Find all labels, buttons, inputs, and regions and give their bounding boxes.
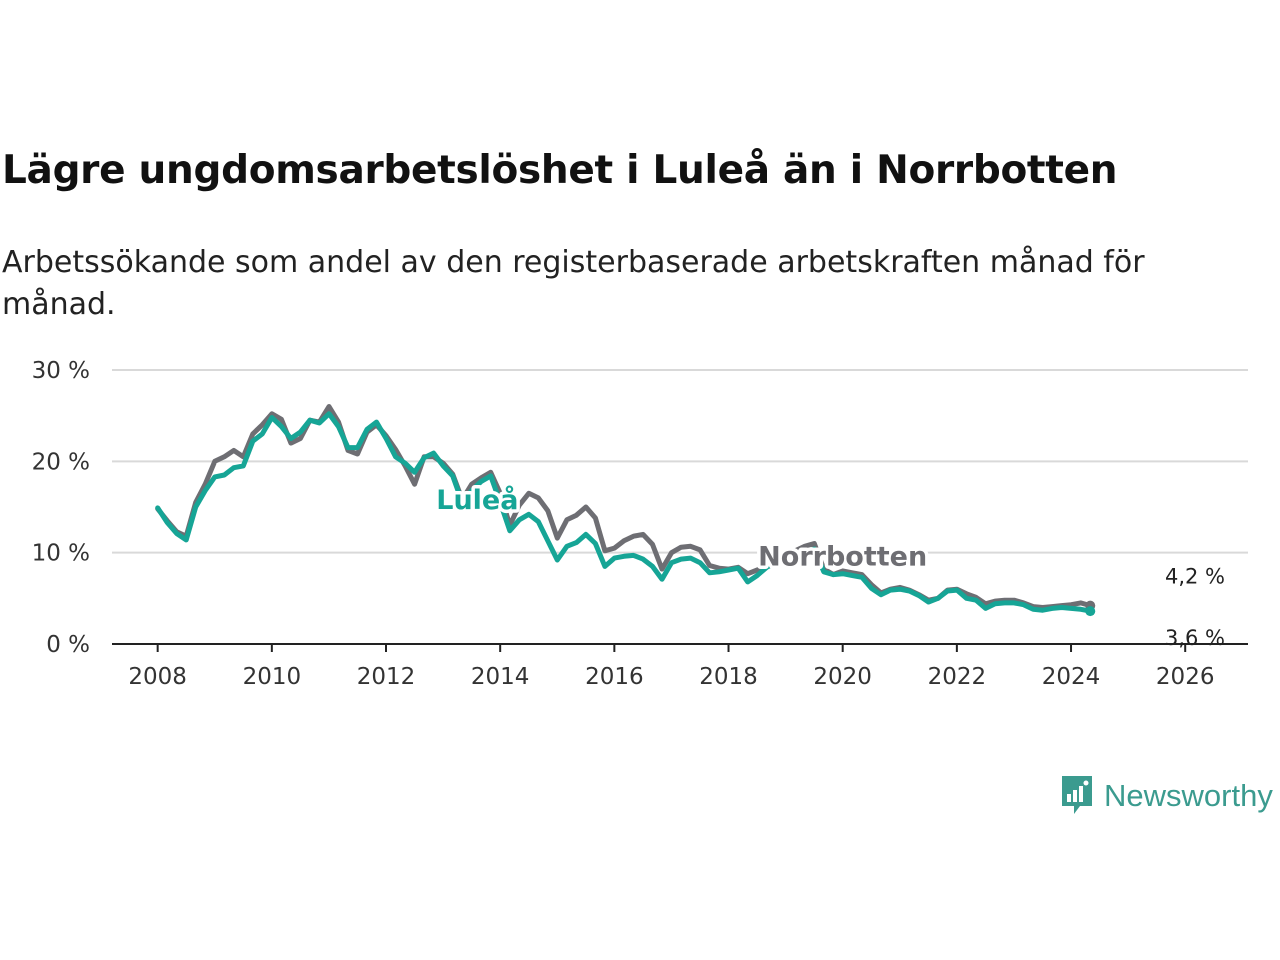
line-chart: 0 % 10 % 20 % 30 % 2008 2010 2012 2014 2016 2018… bbox=[32, 358, 1248, 690]
x-tick-label: 2020 bbox=[813, 664, 872, 690]
x-tick-label: 2012 bbox=[357, 664, 416, 690]
gridlines bbox=[112, 369, 1248, 554]
x-tick-label: 2008 bbox=[128, 664, 187, 690]
series-end-label-0: 4,2 % bbox=[1165, 565, 1225, 589]
y-axis-ticks: 0 % 10 % 20 % 30 % bbox=[32, 358, 90, 658]
newsworthy-logo-icon bbox=[1062, 776, 1092, 814]
series-label-0: Norrbotten bbox=[758, 541, 927, 572]
y-tick-label: 20 % bbox=[32, 449, 90, 475]
chart-subtitle: Arbetssökande som andel av den registerb… bbox=[2, 245, 1145, 322]
x-tick-label: 2024 bbox=[1042, 664, 1101, 690]
series-labels: Norrbotten 4,2 % Luleå 3,6 % bbox=[433, 480, 1225, 650]
x-tick-label: 2014 bbox=[471, 664, 530, 690]
brand-name: Newsworthy bbox=[1104, 778, 1273, 813]
x-tick-label: 2022 bbox=[928, 664, 987, 690]
series-end-point-1 bbox=[1085, 606, 1096, 617]
series-label-1: Luleå bbox=[436, 484, 518, 516]
y-tick-label: 10 % bbox=[32, 541, 90, 567]
series-end-label-1: 3,6 % bbox=[1165, 626, 1225, 650]
newsworthy-logo[interactable]: Newsworthy bbox=[1060, 774, 1273, 818]
x-tick-label: 2026 bbox=[1156, 664, 1215, 690]
x-tick-label: 2010 bbox=[243, 664, 302, 690]
series-lines bbox=[155, 404, 1096, 617]
series-line-1 bbox=[155, 411, 1093, 614]
y-tick-label: 30 % bbox=[32, 358, 90, 384]
chart-title: Lägre ungdomsarbetslöshet i Luleå än i N… bbox=[2, 148, 1118, 193]
x-axis: 2008 2010 2012 2014 2016 2018 2020 2022 2024 2026 bbox=[112, 643, 1248, 690]
x-tick-label: 2016 bbox=[585, 664, 644, 690]
y-tick-label: 0 % bbox=[46, 632, 90, 658]
x-tick-label: 2018 bbox=[699, 664, 758, 690]
